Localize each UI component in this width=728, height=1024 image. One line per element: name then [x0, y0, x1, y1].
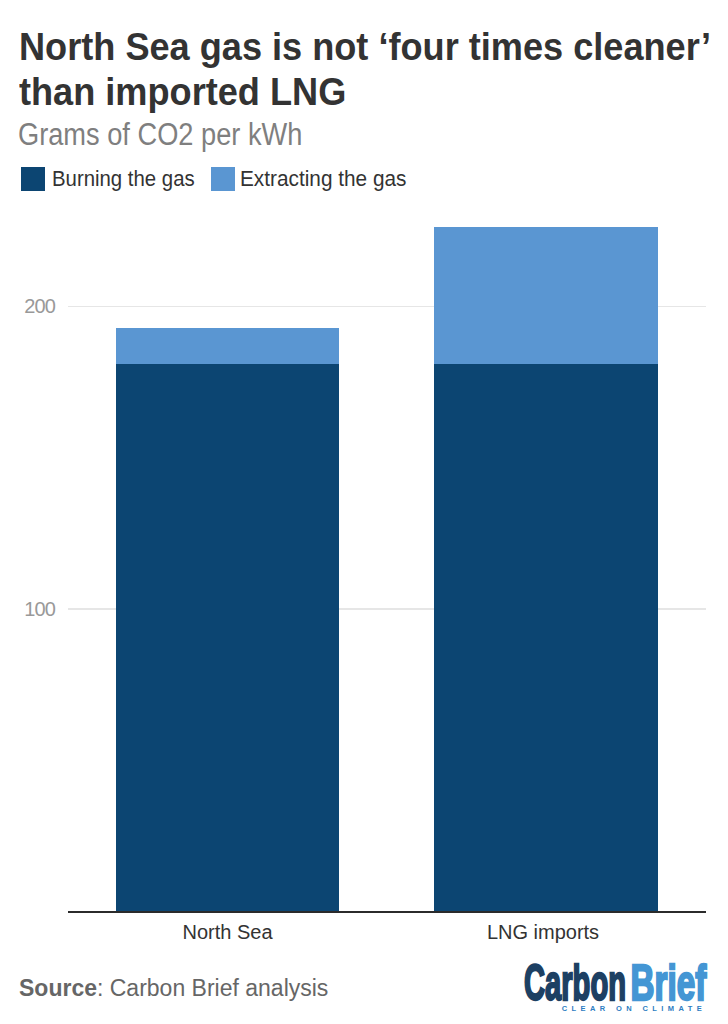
svg-text:Carbon: Carbon: [524, 955, 626, 1010]
svg-text:Brief: Brief: [631, 955, 707, 1010]
